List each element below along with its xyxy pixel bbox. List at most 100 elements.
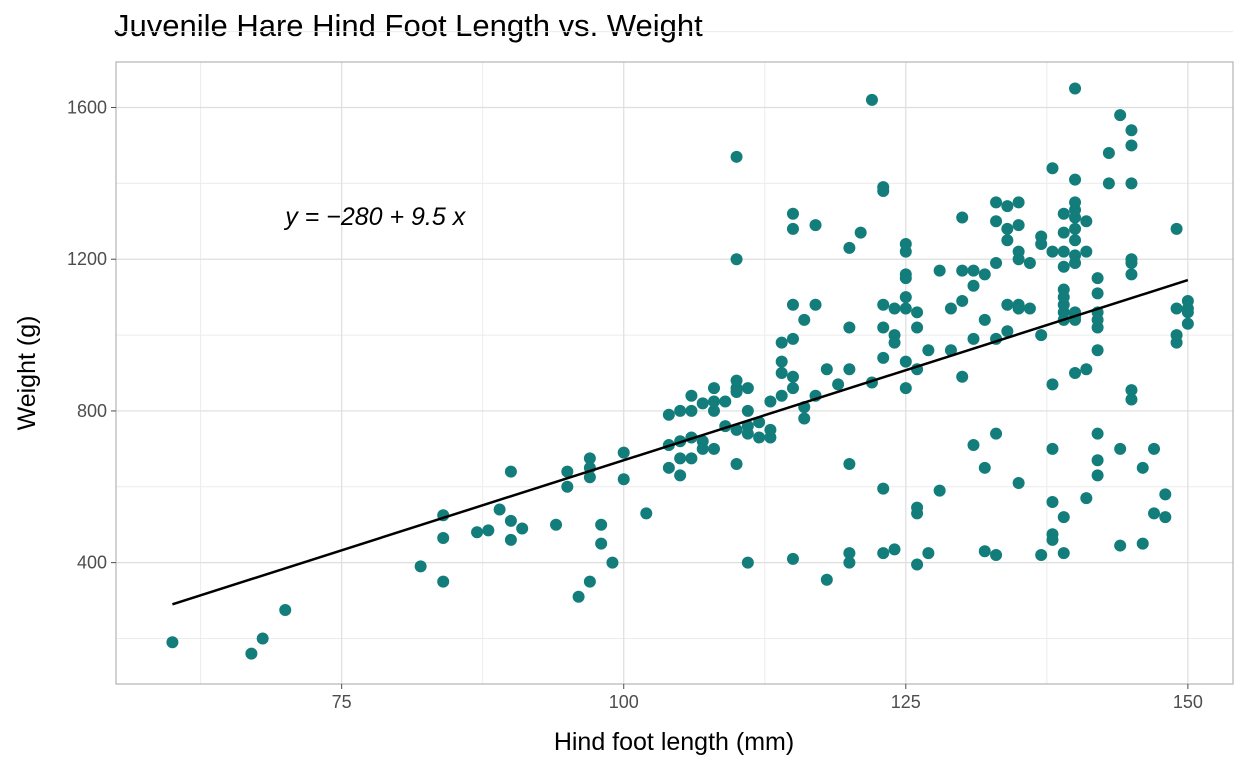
data-point xyxy=(741,420,754,433)
data-point xyxy=(888,543,901,556)
data-point xyxy=(707,395,720,408)
data-point xyxy=(1125,268,1138,281)
data-point xyxy=(674,469,687,482)
data-point xyxy=(1125,393,1138,406)
data-point xyxy=(1114,109,1127,122)
y-axis-ticks: 400 800 1200 1600 xyxy=(67,98,116,573)
data-point xyxy=(843,547,856,560)
data-point xyxy=(1102,177,1115,190)
data-point xyxy=(809,298,822,311)
data-point xyxy=(854,226,867,239)
data-point xyxy=(1069,222,1082,235)
data-point xyxy=(809,219,822,232)
data-point xyxy=(279,604,292,617)
data-point xyxy=(775,336,788,349)
data-point xyxy=(753,416,766,429)
data-point xyxy=(990,427,1003,440)
data-point xyxy=(471,526,484,539)
data-point xyxy=(922,547,935,560)
data-point xyxy=(1035,549,1048,562)
data-point xyxy=(1001,234,1014,247)
data-point xyxy=(1001,298,1014,311)
data-point xyxy=(482,524,495,537)
data-point xyxy=(1012,245,1025,258)
data-point xyxy=(832,378,845,391)
data-point xyxy=(245,647,258,660)
data-point xyxy=(899,291,912,304)
data-point xyxy=(1125,253,1138,266)
data-point xyxy=(978,461,991,474)
data-point xyxy=(256,632,269,645)
data-point xyxy=(899,355,912,368)
data-point xyxy=(786,552,799,565)
data-point xyxy=(1046,495,1059,508)
data-point xyxy=(730,253,743,266)
data-point xyxy=(1012,196,1025,209)
data-point xyxy=(798,313,811,326)
data-point xyxy=(437,575,450,588)
data-point xyxy=(1125,124,1138,137)
data-point xyxy=(730,150,743,163)
data-point xyxy=(1148,442,1161,455)
data-point xyxy=(1057,260,1070,273)
data-point xyxy=(843,321,856,334)
x-tick-label: 75 xyxy=(332,692,352,712)
data-point xyxy=(775,367,788,379)
data-point xyxy=(865,93,878,106)
data-point xyxy=(1148,507,1161,520)
data-point xyxy=(786,222,799,235)
data-point xyxy=(1080,492,1093,505)
data-point xyxy=(493,503,506,516)
plot-panel-border xyxy=(115,61,1234,685)
data-point xyxy=(1069,173,1082,186)
data-point xyxy=(662,408,675,421)
data-point xyxy=(1159,488,1172,501)
data-point xyxy=(640,507,653,520)
data-point xyxy=(786,332,799,345)
data-point xyxy=(437,531,450,544)
data-point xyxy=(899,382,912,395)
data-point xyxy=(990,549,1003,562)
data-point xyxy=(504,533,517,546)
data-point xyxy=(933,484,946,497)
data-points xyxy=(166,82,1194,660)
data-point xyxy=(741,382,754,395)
data-point xyxy=(1035,230,1048,243)
data-point xyxy=(753,431,766,444)
data-point xyxy=(1170,222,1183,235)
data-point xyxy=(1001,200,1014,213)
data-point xyxy=(888,302,901,315)
data-point xyxy=(911,306,924,319)
data-point xyxy=(561,480,574,493)
data-point xyxy=(550,518,563,531)
data-point xyxy=(504,514,517,527)
data-point xyxy=(990,257,1003,270)
data-point xyxy=(1080,215,1093,228)
data-point xyxy=(944,302,957,315)
data-point xyxy=(1080,363,1093,376)
data-point xyxy=(1023,257,1036,270)
data-point xyxy=(595,518,608,531)
data-point xyxy=(786,370,799,383)
data-point xyxy=(1001,325,1014,338)
data-point xyxy=(1080,245,1093,258)
data-point xyxy=(516,522,529,535)
data-point xyxy=(414,560,427,573)
data-point xyxy=(572,590,585,603)
data-point xyxy=(922,344,935,357)
data-point xyxy=(606,556,619,569)
data-point xyxy=(820,573,833,586)
data-point xyxy=(1012,476,1025,489)
data-point xyxy=(786,207,799,220)
data-point xyxy=(899,268,912,281)
data-point xyxy=(1102,147,1115,160)
data-point xyxy=(956,370,969,383)
data-point xyxy=(1046,528,1059,541)
data-point xyxy=(1181,317,1194,330)
data-point xyxy=(933,264,946,277)
x-tick-label: 150 xyxy=(1173,692,1203,712)
x-axis-title: Hind foot length (mm) xyxy=(554,728,794,756)
data-point xyxy=(583,452,596,465)
data-point xyxy=(730,458,743,471)
